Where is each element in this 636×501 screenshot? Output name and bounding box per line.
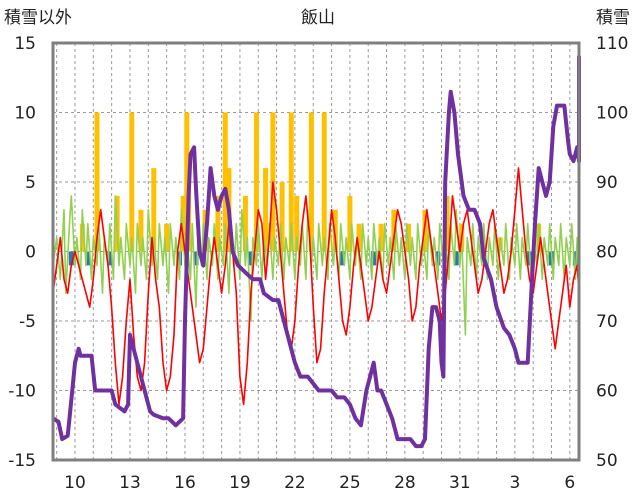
right-axis-title: 積雪 bbox=[596, 8, 630, 28]
right-axis-ticks: 110 100 90 80 70 60 50 bbox=[596, 34, 628, 471]
x-tick-label: 22 bbox=[284, 473, 306, 493]
snowfall-bar bbox=[129, 112, 135, 252]
line-series bbox=[51, 54, 581, 449]
snowfall-bar bbox=[308, 112, 314, 252]
x-tick-label: 25 bbox=[339, 473, 361, 493]
snowfall-bar bbox=[253, 112, 259, 252]
x-tick-label: 10 bbox=[64, 473, 86, 493]
x-axis-ticks: 10 13 16 19 22 25 28 31 3 6 bbox=[64, 473, 575, 493]
precip-bar bbox=[572, 251, 578, 266]
snowfall-bar bbox=[294, 195, 300, 252]
x-tick-label: 6 bbox=[564, 473, 575, 493]
snowfall-bar bbox=[279, 182, 285, 252]
left-tick-label: -10 bbox=[8, 382, 36, 402]
plot-frame bbox=[51, 41, 581, 462]
precip-bar bbox=[248, 251, 254, 266]
precip-bar bbox=[453, 251, 459, 266]
right-tick-label: 50 bbox=[596, 451, 618, 471]
snowfall-bar bbox=[391, 209, 397, 252]
precip-bar bbox=[85, 251, 91, 266]
left-tick-label: 10 bbox=[14, 104, 36, 124]
x-tick-label: 3 bbox=[509, 473, 520, 493]
snowfall-bar bbox=[263, 168, 269, 252]
right-tick-label: 90 bbox=[596, 173, 618, 193]
precip-bar bbox=[107, 251, 113, 266]
left-axis-ticks: 15 10 5 0 -5 -10 -15 bbox=[8, 34, 36, 471]
precip-bar bbox=[371, 251, 377, 266]
precip-bar bbox=[193, 251, 199, 266]
left-tick-label: -5 bbox=[19, 312, 36, 332]
snowfall-bar bbox=[151, 168, 157, 252]
snowfall-bar bbox=[422, 209, 428, 252]
snowfall-bar bbox=[356, 223, 362, 252]
right-tick-label: 60 bbox=[596, 382, 618, 402]
snowfall-bar bbox=[347, 195, 353, 252]
snow_depth-line bbox=[51, 54, 581, 449]
precip-bar bbox=[68, 251, 74, 266]
left-axis-title: 積雪以外 bbox=[4, 8, 72, 28]
right-tick-label: 100 bbox=[596, 104, 628, 124]
left-tick-label: 5 bbox=[25, 173, 36, 193]
left-tick-label: -15 bbox=[8, 451, 36, 471]
x-tick-label: 19 bbox=[229, 473, 251, 493]
snowfall-bar bbox=[288, 112, 294, 252]
right-tick-label: 80 bbox=[596, 243, 618, 263]
snowfall-bar bbox=[332, 209, 338, 252]
snowfall-bar bbox=[94, 112, 100, 252]
snowfall-bar bbox=[378, 223, 384, 252]
precip-bar bbox=[340, 251, 346, 266]
snowfall-bar bbox=[164, 223, 170, 252]
left-tick-label: 0 bbox=[25, 243, 36, 263]
x-tick-label: 16 bbox=[174, 473, 196, 493]
x-tick-label: 31 bbox=[449, 473, 471, 493]
x-tick-label: 13 bbox=[119, 473, 141, 493]
snowfall-bar bbox=[180, 195, 186, 252]
snowfall-bar bbox=[215, 195, 221, 252]
right-tick-label: 70 bbox=[596, 312, 618, 332]
snowfall-bar bbox=[242, 195, 248, 252]
snowfall-bar bbox=[321, 112, 327, 252]
x-tick-label: 28 bbox=[394, 473, 416, 493]
left-tick-label: 15 bbox=[14, 34, 36, 54]
temp_change-line bbox=[52, 195, 580, 336]
chart-title: 飯山 bbox=[301, 8, 335, 28]
right-tick-label: 110 bbox=[596, 34, 628, 54]
snowfall-bar bbox=[222, 112, 228, 252]
snowfall-bar bbox=[138, 209, 144, 252]
snowfall-bar bbox=[444, 195, 450, 252]
